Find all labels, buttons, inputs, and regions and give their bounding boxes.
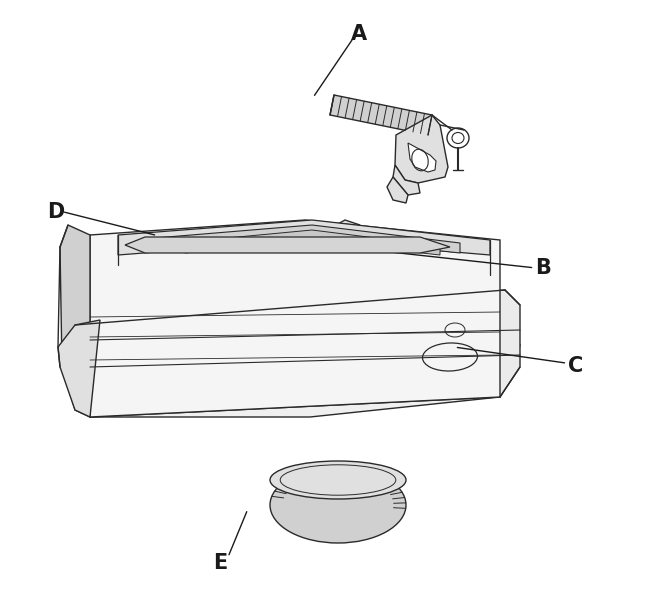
Polygon shape [408,143,436,172]
Polygon shape [330,95,432,135]
Polygon shape [118,220,490,255]
Polygon shape [155,225,460,253]
Text: C: C [568,356,584,376]
Polygon shape [393,165,420,195]
Polygon shape [58,320,100,417]
Polygon shape [185,230,440,255]
Polygon shape [125,237,450,253]
Text: A: A [351,24,367,44]
Text: D: D [47,202,64,222]
Ellipse shape [270,461,406,499]
Ellipse shape [270,467,406,543]
Text: E: E [213,553,228,573]
Polygon shape [75,315,520,417]
Polygon shape [387,177,408,203]
Text: B: B [535,258,551,277]
Polygon shape [395,115,448,183]
Polygon shape [305,220,360,265]
Ellipse shape [447,128,469,148]
Polygon shape [90,220,500,417]
Polygon shape [305,250,347,272]
Polygon shape [60,225,90,417]
Polygon shape [75,290,520,417]
